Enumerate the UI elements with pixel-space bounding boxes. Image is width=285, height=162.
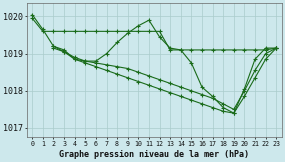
X-axis label: Graphe pression niveau de la mer (hPa): Graphe pression niveau de la mer (hPa) xyxy=(59,150,249,159)
